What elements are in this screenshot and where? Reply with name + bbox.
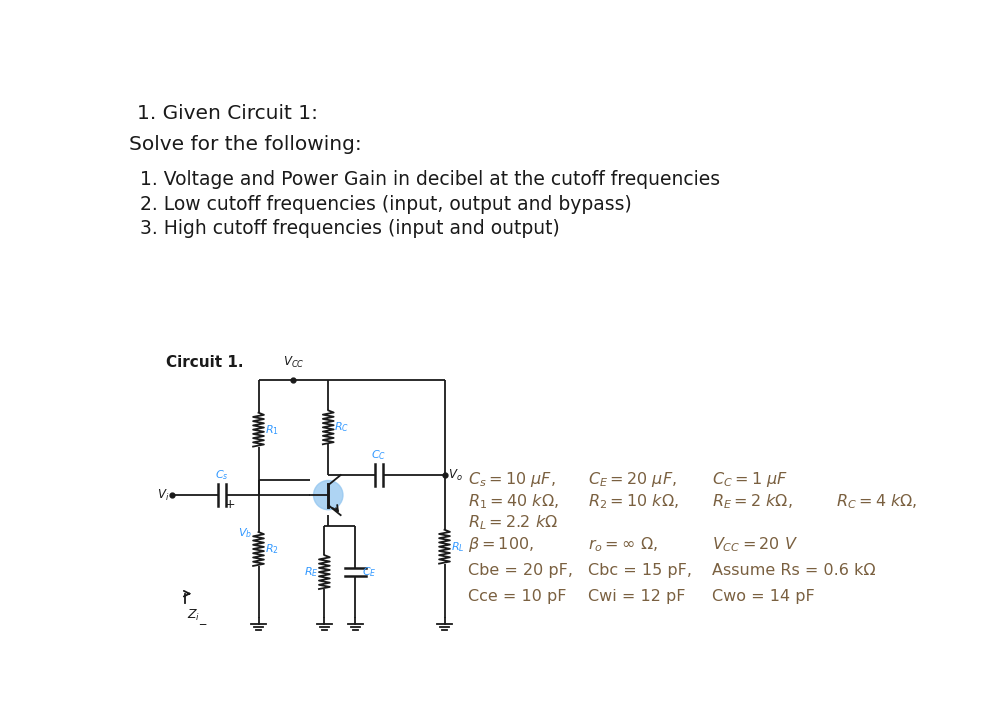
Text: $R_2$: $R_2$ bbox=[264, 542, 278, 556]
Text: $V_o$: $V_o$ bbox=[448, 468, 463, 483]
Text: $R_C = 4\ k\Omega,$: $R_C = 4\ k\Omega,$ bbox=[836, 492, 917, 510]
Text: $R_2 = 10\ k\Omega,$: $R_2 = 10\ k\Omega,$ bbox=[588, 492, 678, 510]
Text: Cbc = 15 pF,: Cbc = 15 pF, bbox=[588, 563, 692, 578]
Text: $V_b$: $V_b$ bbox=[238, 526, 253, 541]
Text: $C_C = 1\ \mu F$: $C_C = 1\ \mu F$ bbox=[712, 471, 788, 489]
Text: 1. Voltage and Power Gain in decibel at the cutoff frequencies: 1. Voltage and Power Gain in decibel at … bbox=[140, 170, 721, 189]
Text: $R_1 = 40\ k\Omega,$: $R_1 = 40\ k\Omega,$ bbox=[468, 492, 558, 510]
Text: $R_L = 2.2\ k\Omega$: $R_L = 2.2\ k\Omega$ bbox=[468, 513, 558, 532]
Text: Cwi = 12 pF: Cwi = 12 pF bbox=[588, 589, 685, 604]
Text: $C_s = 10\ \mu F,$: $C_s = 10\ \mu F,$ bbox=[468, 471, 555, 489]
Text: Assume Rs = 0.6 kΩ: Assume Rs = 0.6 kΩ bbox=[712, 563, 876, 578]
Text: $\beta = 100,$: $\beta = 100,$ bbox=[468, 535, 534, 554]
Text: $R_1$: $R_1$ bbox=[264, 423, 278, 436]
Text: _: _ bbox=[199, 612, 205, 625]
Text: $r_o = \infty\ \Omega,$: $r_o = \infty\ \Omega,$ bbox=[588, 535, 658, 554]
Text: $C_C$: $C_C$ bbox=[371, 448, 386, 462]
Text: $R_C$: $R_C$ bbox=[334, 420, 350, 434]
Text: $C_s$: $C_s$ bbox=[215, 468, 229, 482]
Text: 1. Given Circuit 1:: 1. Given Circuit 1: bbox=[137, 104, 318, 123]
Text: $V_{CC} = 20\ V$: $V_{CC} = 20\ V$ bbox=[712, 535, 798, 554]
Text: $C_E$: $C_E$ bbox=[362, 566, 376, 579]
Text: $V_{CC}$: $V_{CC}$ bbox=[283, 355, 304, 370]
Text: Cce = 10 pF: Cce = 10 pF bbox=[468, 589, 566, 604]
Text: Solve for the following:: Solve for the following: bbox=[129, 135, 362, 154]
Text: $V_i$: $V_i$ bbox=[157, 487, 169, 502]
Text: Cbe = 20 pF,: Cbe = 20 pF, bbox=[468, 563, 573, 578]
Text: +: + bbox=[224, 498, 235, 511]
Text: $R_E = 2\ k\Omega,$: $R_E = 2\ k\Omega,$ bbox=[712, 492, 792, 510]
Text: Circuit 1.: Circuit 1. bbox=[165, 355, 243, 370]
Text: $C_E = 20\ \mu F,$: $C_E = 20\ \mu F,$ bbox=[588, 471, 676, 489]
Text: $R_L$: $R_L$ bbox=[450, 540, 464, 554]
Text: $Z_i$: $Z_i$ bbox=[187, 608, 201, 623]
Circle shape bbox=[314, 481, 343, 510]
Text: 2. Low cutoff frequencies (input, output and bypass): 2. Low cutoff frequencies (input, output… bbox=[140, 195, 632, 214]
Text: $R_E$: $R_E$ bbox=[304, 566, 318, 579]
Text: 3. High cutoff frequencies (input and output): 3. High cutoff frequencies (input and ou… bbox=[140, 220, 559, 239]
Text: Cwo = 14 pF: Cwo = 14 pF bbox=[712, 589, 815, 604]
